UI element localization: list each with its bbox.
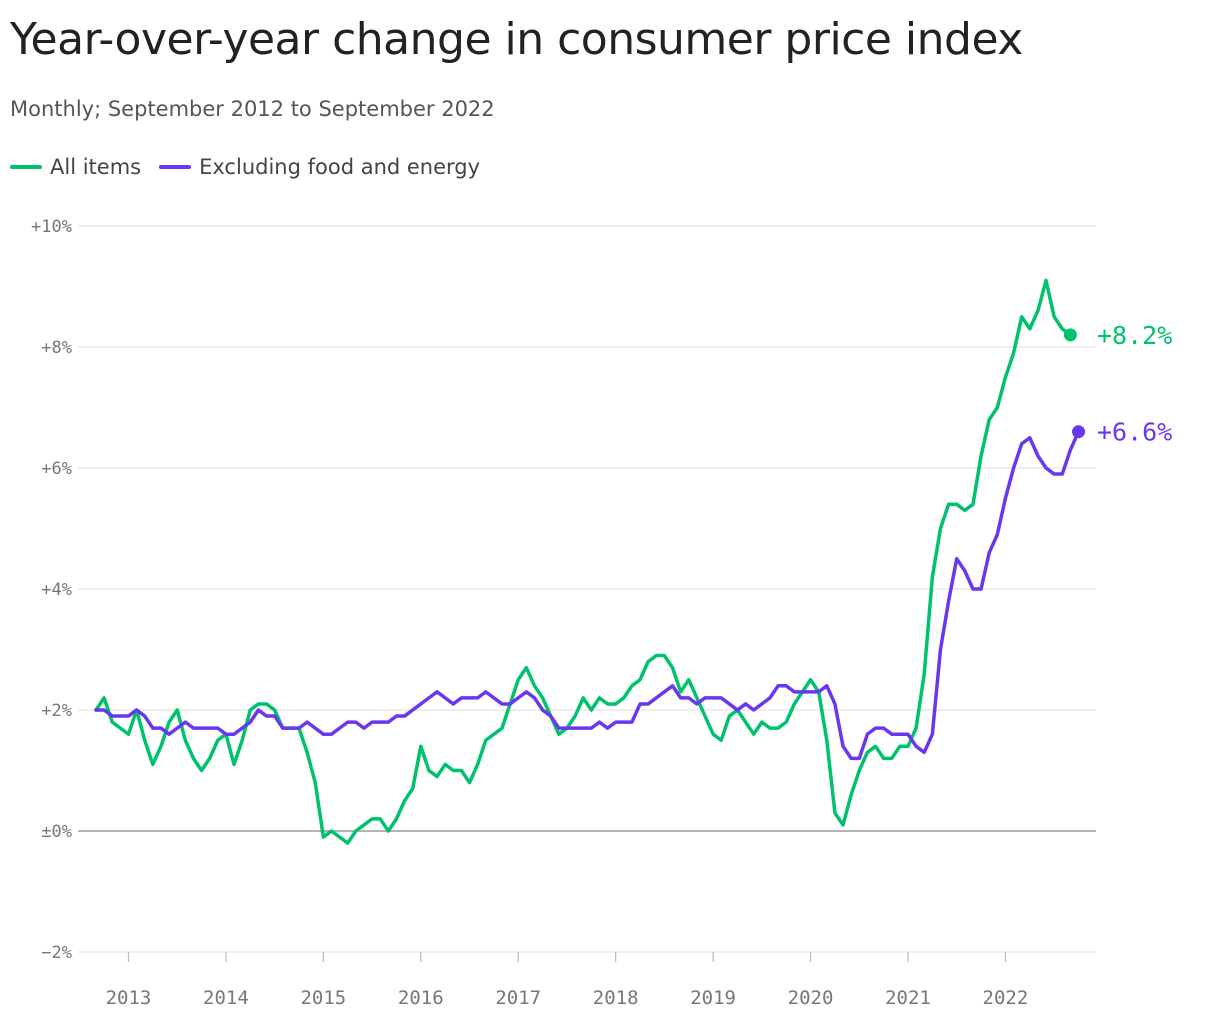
x-tick-label: 2018 (593, 987, 639, 1009)
legend-label-all-items: All items (50, 155, 142, 179)
x-tick-label: 2020 (788, 987, 834, 1009)
legend-item-all-items: All items (10, 155, 141, 179)
x-tick-label: 2016 (398, 987, 444, 1009)
y-tick-label: −2% (41, 943, 72, 963)
x-tick-label: 2022 (983, 987, 1029, 1009)
end-label-all-items: +8.2% (1097, 321, 1172, 350)
x-tick-label: 2015 (300, 987, 346, 1009)
legend-label-core: Excluding food and energy (199, 155, 481, 179)
end-point-all-items (1063, 328, 1077, 342)
series-line-all-items (94, 278, 1073, 845)
y-tick-label: +10% (31, 217, 72, 237)
end-label-core: +6.6% (1097, 418, 1172, 447)
y-tick-label: +4% (41, 580, 72, 600)
x-tick-label: 2019 (690, 987, 736, 1009)
y-tick-label: +6% (41, 459, 72, 479)
legend: All items Excluding food and energy (10, 155, 480, 179)
chart-title: Year-over-year change in consumer price … (10, 14, 1023, 65)
legend-swatch-all-items (10, 165, 42, 169)
series-line-core (94, 429, 1081, 761)
legend-item-core: Excluding food and energy (159, 155, 480, 179)
x-tick-label: 2021 (885, 987, 931, 1009)
legend-swatch-core (159, 165, 192, 169)
x-tick-label: 2017 (495, 987, 541, 1009)
y-tick-label: +2% (41, 701, 72, 721)
x-tick-label: 2014 (203, 987, 249, 1009)
x-tick-label: 2013 (106, 987, 152, 1009)
chart-subtitle: Monthly; September 2012 to September 202… (10, 97, 495, 121)
y-tick-label: ±0% (41, 822, 72, 842)
y-tick-label: +8% (41, 338, 72, 358)
end-point-core (1072, 425, 1086, 439)
